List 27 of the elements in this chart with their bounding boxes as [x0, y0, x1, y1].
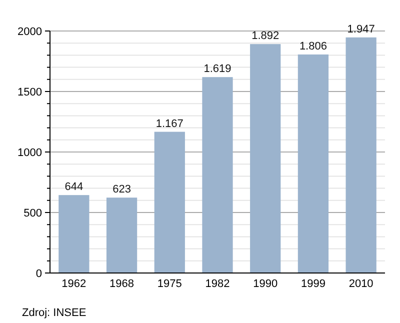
text: Zdroj: INSEE — [22, 307, 86, 319]
bar — [202, 77, 233, 273]
y-tick-label: 500 — [24, 208, 42, 220]
x-tick-label: 1999 — [300, 278, 326, 290]
x-tick-label: 1982 — [205, 278, 230, 290]
data-label: 1.619 — [204, 63, 232, 76]
x-tick-label: 1968 — [110, 278, 134, 290]
data-label: 1.806 — [299, 40, 327, 52]
x-tick-label: 1975 — [157, 278, 182, 290]
x-tick-label: 2010 — [348, 278, 374, 290]
bar — [346, 37, 376, 273]
data-label: 1.947 — [347, 23, 375, 36]
y-tick-label: 2000 — [18, 26, 42, 38]
x-tick-label: 1990 — [253, 278, 278, 290]
bar — [250, 44, 281, 273]
bar — [298, 54, 329, 273]
data-label: 1.892 — [252, 30, 280, 42]
bar — [106, 198, 138, 273]
y-tick-label: 1000 — [18, 147, 42, 159]
y-tick-label: 0 — [36, 268, 42, 280]
data-label: 644 — [64, 181, 84, 194]
data-label: 1.167 — [156, 118, 184, 130]
data-label: 623 — [112, 184, 131, 196]
y-tick-label: 1500 — [18, 86, 42, 98]
bar — [58, 195, 90, 273]
x-tick-label: 1962 — [62, 278, 86, 290]
bar — [154, 132, 185, 273]
